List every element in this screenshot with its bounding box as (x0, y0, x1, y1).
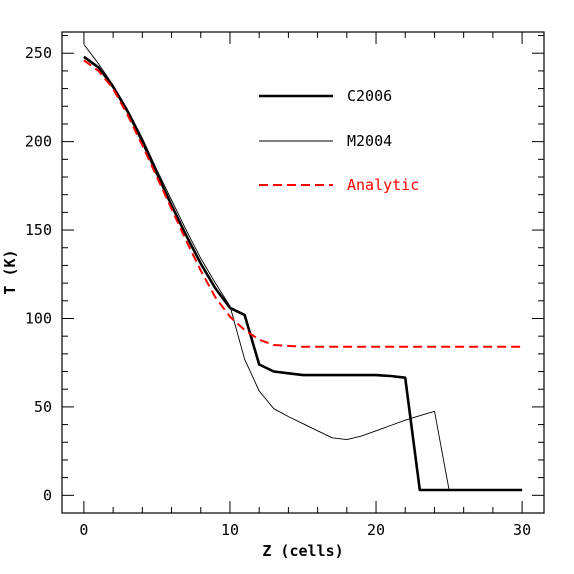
x-tick-label: 0 (79, 521, 88, 539)
x-tick-label: 20 (367, 521, 385, 539)
x-tick-label: 30 (513, 521, 531, 539)
y-tick-label: 50 (34, 398, 52, 416)
y-tick-label: 150 (25, 221, 52, 239)
axis-ticks (62, 32, 544, 513)
y-tick-label: 0 (43, 486, 52, 504)
legend-label-m2004: M2004 (347, 132, 392, 150)
series-line-analytic (83, 59, 523, 348)
legend-label-c2006: C2006 (347, 87, 392, 105)
legend-label-analytic: Analytic (347, 176, 419, 194)
plot-frame (61, 31, 545, 514)
series-layer (83, 44, 523, 492)
y-tick-label: 250 (25, 44, 52, 62)
series-line-c2006 (83, 55, 523, 492)
x-axis-label: Z (cells) (262, 542, 343, 560)
y-tick-label: 200 (25, 133, 52, 151)
y-tick-label: 100 (25, 309, 52, 327)
tick-labels: 0 10 20 30 0 50 100 150 200 250 (25, 44, 531, 539)
y-axis-label: T (K) (1, 249, 19, 294)
x-tick-label: 10 (221, 521, 239, 539)
legend: C2006 M2004 Analytic (259, 87, 419, 194)
series-line-m2004 (83, 44, 523, 491)
